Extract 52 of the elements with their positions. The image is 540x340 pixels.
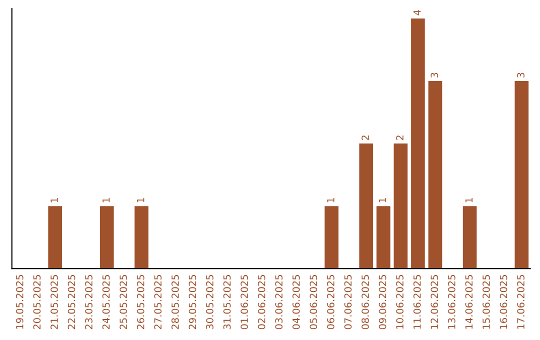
bar xyxy=(411,18,425,269)
x-tick-label: 16.06.2025 xyxy=(500,275,508,329)
data-label: 1 xyxy=(50,198,58,202)
x-tick-label: 28.05.2025 xyxy=(172,275,179,330)
data-label: 2 xyxy=(362,136,369,140)
x-tick-label: 11.06.2025 xyxy=(413,275,421,329)
x-tick-label: 13.06.2025 xyxy=(448,275,456,329)
bar xyxy=(48,206,62,269)
x-tick-label: 05.06.2025 xyxy=(310,275,318,330)
x-tick-label: 04.06.2025 xyxy=(292,275,300,330)
x-tick-label: 24.05.2025 xyxy=(102,275,110,330)
x-tick-label: 10.06.2025 xyxy=(396,275,404,329)
x-tick-label: 09.06.2025 xyxy=(378,275,386,330)
x-tick-label: 03.06.2025 xyxy=(275,275,283,330)
x-tick-label: 20.05.2025 xyxy=(33,275,41,330)
bar xyxy=(376,206,390,269)
x-tick-label: 17.06.2025 xyxy=(517,275,524,329)
x-tick-label: 08.06.2025 xyxy=(362,275,369,330)
data-label: 1 xyxy=(102,198,110,202)
x-tick-label: 07.06.2025 xyxy=(344,275,352,330)
x-tick-label: 25.05.2025 xyxy=(120,275,128,330)
x-tick-label: 30.05.2025 xyxy=(206,275,214,330)
data-label: 4 xyxy=(414,10,421,16)
bar xyxy=(100,206,114,269)
data-label: 1 xyxy=(378,198,386,202)
x-tick-label: 01.06.2025 xyxy=(240,275,248,330)
x-tick-label: 02.06.2025 xyxy=(258,275,266,330)
data-label: 1 xyxy=(327,198,334,202)
bar xyxy=(514,81,529,269)
x-tick-label: 14.06.2025 xyxy=(465,275,473,329)
x-tick-label: 19.05.2025 xyxy=(16,275,24,329)
bar xyxy=(134,206,148,269)
x-tick-label: 29.05.2025 xyxy=(188,275,196,330)
x-tick-label: 31.05.2025 xyxy=(223,275,231,330)
data-label: 2 xyxy=(396,136,404,140)
x-tick-label: 21.05.2025 xyxy=(50,275,58,330)
x-tick-label: 23.05.2025 xyxy=(85,275,92,330)
bar xyxy=(359,144,374,269)
bar xyxy=(324,206,338,269)
bar xyxy=(394,144,408,269)
x-tick-label: 27.05.2025 xyxy=(154,275,162,330)
data-label: 3 xyxy=(517,72,524,78)
x-tick-label: 22.05.2025 xyxy=(68,275,76,330)
data-label: 1 xyxy=(465,198,472,202)
data-label: 1 xyxy=(137,198,144,202)
x-tick-label: 12.06.2025 xyxy=(430,275,438,329)
bar xyxy=(428,81,442,269)
x-tick-label: 26.05.2025 xyxy=(136,275,144,330)
bar xyxy=(462,206,477,269)
data-label: 3 xyxy=(430,72,438,78)
x-tick-label: 06.06.2025 xyxy=(327,275,334,330)
x-tick-label: 15.06.2025 xyxy=(482,275,490,329)
